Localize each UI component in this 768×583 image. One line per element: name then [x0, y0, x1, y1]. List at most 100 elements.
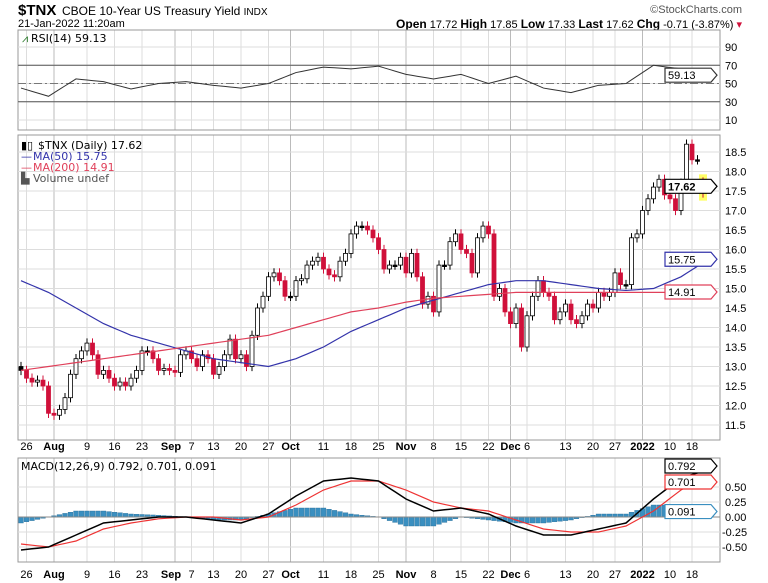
candle-body [84, 342, 90, 352]
ma200-legend: MA(200) 14.91 [33, 161, 115, 174]
candle-body [260, 295, 266, 309]
candle-body [106, 369, 112, 379]
price-tick-label: 16.0 [725, 245, 746, 257]
rsi-value-tag: 59.13 [668, 70, 696, 82]
macd-histogram-bar [419, 516, 426, 527]
price-tick-label: 16.5 [725, 225, 746, 237]
candle-body [172, 369, 178, 373]
macd-tick-label: 0.00 [725, 512, 746, 524]
candle-body [689, 143, 695, 161]
price-last-tag: 17.62 [668, 181, 696, 193]
candle-body [376, 237, 381, 250]
x-axis-label: 22 [482, 569, 494, 581]
x-axis-label: Nov [396, 441, 418, 453]
x-axis-label: 26 [20, 569, 32, 581]
macd-histogram-bar [557, 516, 563, 522]
macd-line [20, 468, 709, 551]
candle-body [128, 377, 134, 387]
macd-tick-label: 0.25 [725, 497, 746, 509]
x-axis-label: 27 [262, 441, 274, 453]
last-label: Last [578, 17, 604, 31]
candle-body [667, 194, 673, 200]
x-axis-label: 27 [262, 569, 274, 581]
candle-body [315, 256, 321, 262]
rsi-line [20, 64, 709, 97]
candle-body [469, 252, 475, 274]
candle-body [464, 249, 469, 254]
x-axis-label: 13 [207, 441, 219, 453]
candle-body [596, 291, 601, 309]
candle-body [513, 307, 519, 325]
security-name: CBOE 10-Year US Treasury Yield INDX [62, 4, 268, 18]
candle-body [200, 354, 205, 367]
ma200-line [20, 291, 709, 371]
candle-body [568, 303, 574, 321]
candle-body [651, 186, 656, 200]
candle-body [414, 252, 420, 278]
candle-body [673, 198, 678, 211]
candle-body [288, 295, 293, 299]
price-tick-label: 13.5 [725, 342, 746, 354]
price-tick-label: 14.5 [725, 303, 746, 315]
candle-body [557, 311, 563, 321]
candle-body [552, 295, 557, 321]
macd-histogram-bar [117, 512, 123, 518]
candle-body [530, 295, 535, 317]
candle-body [343, 252, 348, 262]
candle-body [62, 397, 68, 410]
candle-body [73, 358, 79, 375]
x-axis-label: 23 [136, 441, 148, 453]
chg-label: Chg [636, 17, 661, 31]
candle-body [255, 307, 260, 336]
candle-body [167, 368, 172, 371]
macd-histogram-bar [78, 510, 85, 518]
macd-histogram-bar [84, 510, 90, 518]
macd-histogram-bar [73, 510, 79, 518]
candle-body [238, 354, 244, 360]
low-label: Low [520, 17, 545, 31]
macd-histogram-bar [386, 516, 393, 521]
candle-icon: ▮▯ [21, 139, 33, 152]
rsi-legend: RSI(14) 59.13 [31, 32, 106, 45]
x-axis-label: 9 [84, 569, 90, 581]
candle-body [161, 368, 167, 371]
candle-body [40, 379, 46, 387]
macd-histogram-bar [282, 510, 288, 518]
macd-histogram-bar [540, 516, 547, 524]
macd-histogram-bar [403, 516, 409, 527]
down-arrow-icon: ▾ [736, 19, 742, 31]
candle-body [381, 249, 387, 270]
candle-body [337, 260, 343, 278]
macd-signal-tag-box [664, 474, 718, 490]
macd-histogram-bar [535, 516, 541, 524]
x-axis-label: 18 [345, 441, 357, 453]
candle-body [101, 369, 106, 375]
candle-body [35, 379, 40, 383]
ma200-dash-icon: — [21, 161, 32, 174]
open-label: Open [396, 17, 427, 31]
x-axis-label: 16 [108, 569, 120, 581]
price-tick-label: 17.0 [725, 206, 746, 218]
macd-histogram-bar [315, 507, 321, 518]
last-value: 17.62 [606, 19, 634, 31]
x-axis-label: 15 [455, 569, 467, 581]
x-axis-label: 11 [318, 441, 329, 453]
candle-body [634, 233, 640, 239]
candle-body [618, 272, 623, 285]
x-axis-label: Sep [161, 441, 181, 453]
price-tick-label: 17.5 [725, 186, 746, 198]
candle-body [420, 276, 425, 305]
x-axis-label: 8 [430, 441, 436, 453]
macd-histogram-bar [342, 512, 349, 518]
volume-legend: Volume undef [33, 172, 110, 185]
macd-hist-tag-box [664, 503, 718, 520]
x-axis-label: 2022 [630, 441, 654, 453]
candle-body [123, 381, 128, 387]
candle-body [178, 354, 183, 373]
macd-histogram-bar [430, 516, 437, 527]
candle-body [387, 264, 392, 270]
x-axis-label: 20 [235, 569, 247, 581]
x-axis-label: 6 [524, 441, 530, 453]
macd-histogram-bar [331, 510, 338, 518]
x-axis-label: 20 [587, 441, 599, 453]
